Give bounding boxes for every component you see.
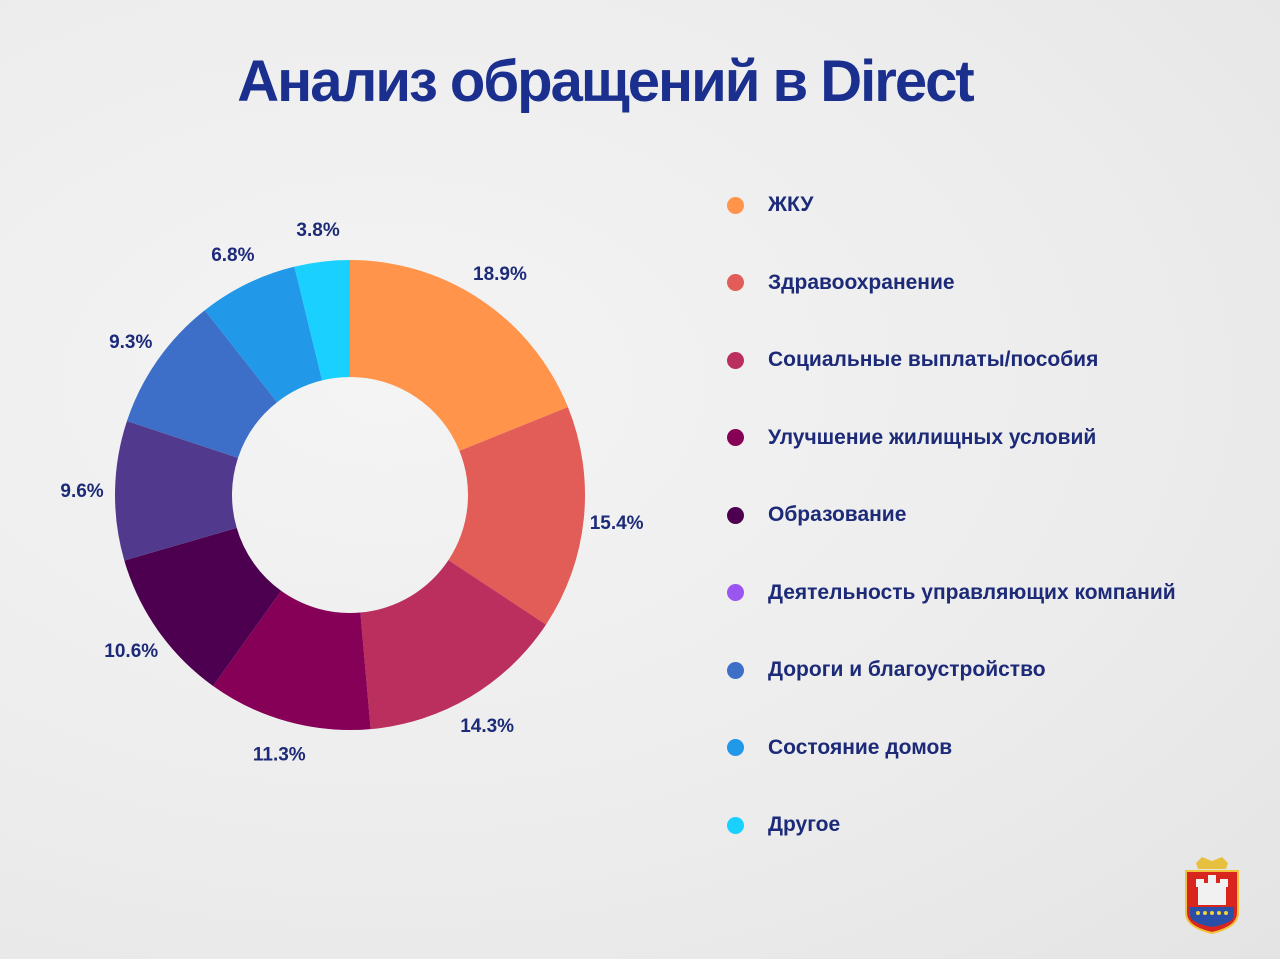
legend-item: Здравоохранение: [725, 268, 955, 298]
legend-dot-icon: [727, 584, 744, 601]
legend-label: Образование: [768, 503, 907, 526]
legend-label: Улучшение жилищных условий: [768, 425, 1097, 449]
legend-label: Другое: [768, 813, 841, 836]
legend-dot-icon: [727, 816, 744, 834]
legend-label: ЖКУ: [768, 193, 814, 216]
slice-value-label: 14.3%: [460, 716, 514, 737]
donut-slice-5: [115, 420, 239, 561]
donut-slice-4: [124, 527, 282, 686]
slice-value-label: 9.3%: [109, 332, 152, 353]
legend-label: Дороги и благоустройство: [768, 658, 1046, 681]
legend-item: Состояние домов: [725, 733, 952, 763]
donut-slice-2: [360, 560, 547, 730]
legend-item: Улучшение жилищных условий: [725, 423, 1096, 453]
legend-label: Состояние домов: [768, 735, 953, 759]
donut-slice-7: [204, 266, 323, 403]
slice-value-label: 18.9%: [473, 264, 527, 285]
donut-slice-3: [213, 590, 371, 730]
legend-item: Другое: [725, 810, 840, 840]
legend-label: Социальные выплаты/пособия: [768, 348, 1099, 371]
coat-of-arms-logo: [1185, 857, 1239, 935]
slice-value-label: 11.3%: [253, 745, 306, 766]
legend-dot-icon: [727, 351, 744, 369]
slice-value-label: 9.6%: [60, 481, 103, 502]
donut-slice-6: [126, 310, 278, 458]
legend-dot-icon: [727, 506, 744, 524]
legend-dot-icon: [727, 429, 744, 446]
slice-value-label: 6.8%: [211, 245, 254, 266]
legend-item: Деятельность управляющих компаний: [725, 578, 1176, 608]
legend-label: Деятельность управляющих компаний: [768, 580, 1176, 604]
donut-slice-0: [350, 260, 568, 451]
legend-dot-icon: [727, 196, 744, 214]
legend-dot-icon: [727, 661, 744, 679]
legend-dot-icon: [727, 739, 744, 756]
legend-item: Образование: [725, 500, 906, 530]
page-title: Анализ обращений в Direct: [237, 49, 974, 114]
slice-value-label: 3.8%: [296, 220, 339, 241]
slice-value-label: 15.4%: [590, 513, 644, 534]
legend-item: ЖКУ: [725, 190, 813, 220]
legend-dot-icon: [727, 274, 744, 291]
slice-value-label: 10.6%: [104, 641, 158, 662]
legend-item: Дороги и благоустройство: [725, 655, 1046, 685]
legend-label: Здравоохранение: [768, 270, 955, 294]
donut-chart: 18.9% 15.4% 14.3% 11.3% 10.6% 9.6% 9.3% 6.8% 3.8…: [60, 220, 644, 766]
donut-slice-1: [448, 407, 585, 625]
legend-item: Социальные выплаты/пособия: [725, 345, 1098, 375]
donut-slice-8: [294, 260, 350, 381]
